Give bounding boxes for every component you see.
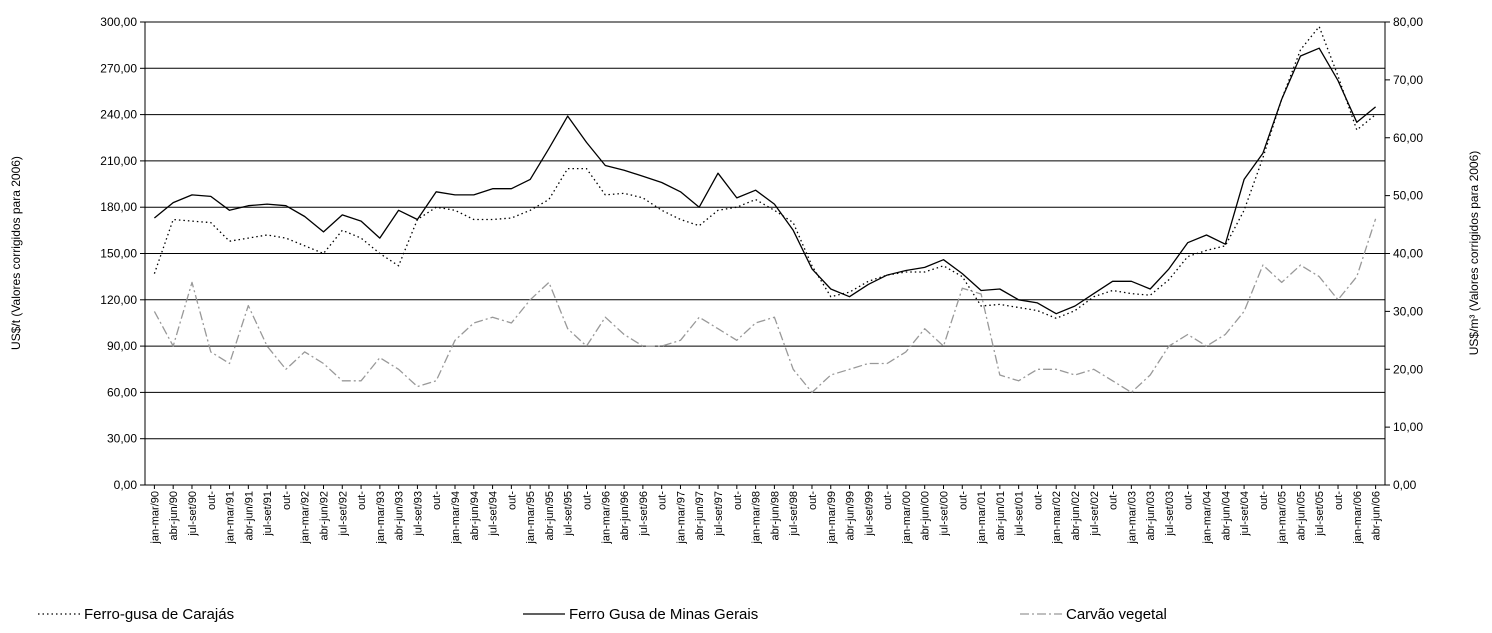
x-tick-label: out- (1258, 491, 1270, 510)
y-tick-label: 240,00 (100, 108, 137, 122)
x-tick-label: jan-mar/96 (600, 491, 612, 545)
x-tick-label: abr-jun/93 (394, 491, 406, 541)
x-tick-label: jan-mar/01 (976, 491, 988, 545)
x-tick-label: abr-jun/91 (243, 491, 255, 541)
x-tick-label: jul-set/02 (1089, 491, 1101, 537)
x-tick-label: jul-set/91 (262, 491, 274, 537)
x-tick-label: out- (356, 491, 368, 510)
x-tick-label: abr-jun/06 (1371, 491, 1383, 541)
x-tick-label: jul-set/99 (863, 491, 875, 537)
y-tick-label: 0,00 (114, 478, 138, 492)
x-tick-label: out- (506, 491, 518, 510)
x-tick-label: out- (1183, 491, 1195, 510)
x-tick-label: jul-set/01 (1014, 491, 1026, 537)
x-tick-label: abr-jun/00 (920, 491, 932, 541)
y-tick-label: 210,00 (100, 154, 137, 168)
x-tick-label: out- (1108, 491, 1120, 510)
y-tick-label: 30,00 (107, 432, 137, 446)
series-line (153, 218, 1377, 394)
x-tick-label: abr-jun/02 (1070, 491, 1082, 541)
series-line (153, 47, 1377, 315)
x-tick-label: out- (957, 491, 969, 510)
x-tick-label: jul-set/90 (187, 491, 199, 537)
x-tick-label: jul-set/92 (337, 491, 349, 537)
x-tick-label: jul-set/98 (788, 491, 800, 537)
x-tick-label: abr-jun/04 (1220, 491, 1232, 541)
x-tick-label: out- (206, 491, 218, 510)
x-tick-label: out- (431, 491, 443, 510)
y-tick-label: 300,00 (100, 15, 137, 29)
x-tick-label: abr-jun/99 (845, 491, 857, 541)
x-tick-label: jul-set/04 (1239, 491, 1251, 537)
x-tick-label: abr-jun/98 (769, 491, 781, 541)
y2-axis-title: US$/m³ (Valores corrigidos para 2006) (1467, 151, 1481, 356)
x-tick-label: abr-jun/97 (694, 491, 706, 541)
y2-tick-label: 70,00 (1393, 73, 1423, 87)
x-tick-label: out- (1333, 491, 1345, 510)
x-tick-label: abr-jun/03 (1145, 491, 1157, 541)
x-tick-label: jul-set/00 (938, 491, 950, 537)
y2-tick-label: 20,00 (1393, 362, 1423, 376)
x-tick-label: jan-mar/95 (525, 491, 537, 545)
x-tick-label: jan-mar/91 (225, 491, 237, 545)
y2-tick-label: 0,00 (1393, 478, 1417, 492)
x-tick-label: jan-mar/00 (901, 491, 913, 545)
x-tick-label: jan-mar/97 (675, 491, 687, 545)
x-tick-label: jul-set/96 (638, 491, 650, 537)
x-tick-label: out- (281, 491, 293, 510)
y2-tick-label: 10,00 (1393, 420, 1423, 434)
x-tick-label: out- (807, 491, 819, 510)
x-tick-label: out- (1032, 491, 1044, 510)
legend-label: Carvão vegetal (1066, 606, 1167, 623)
x-tick-label: jul-set/93 (412, 491, 424, 537)
x-tick-label: jul-set/05 (1314, 491, 1326, 537)
x-tick-label: out- (732, 491, 744, 510)
y-tick-label: 180,00 (100, 200, 137, 214)
x-tick-label: abr-jun/92 (318, 491, 330, 541)
x-tick-label: abr-jun/95 (544, 491, 556, 541)
x-tick-label: jul-set/94 (488, 491, 500, 537)
y2-tick-label: 60,00 (1393, 131, 1423, 145)
x-tick-label: abr-jun/05 (1295, 491, 1307, 541)
x-tick-label: abr-jun/94 (469, 491, 481, 541)
x-tick-label: out- (882, 491, 894, 510)
y-tick-label: 120,00 (100, 293, 137, 307)
y2-tick-label: 80,00 (1393, 15, 1423, 29)
y2-tick-label: 40,00 (1393, 247, 1423, 261)
x-tick-label: abr-jun/96 (619, 491, 631, 541)
x-tick-label: out- (657, 491, 669, 510)
x-tick-label: jan-mar/02 (1051, 491, 1063, 545)
x-tick-label: jan-mar/94 (450, 491, 462, 545)
y2-tick-label: 30,00 (1393, 304, 1423, 318)
y-tick-label: 270,00 (100, 61, 137, 75)
x-tick-label: out- (582, 491, 594, 510)
x-tick-label: jan-mar/92 (300, 491, 312, 545)
x-tick-label: jul-set/03 (1164, 491, 1176, 537)
x-tick-label: jan-mar/98 (751, 491, 763, 545)
x-tick-label: jul-set/97 (713, 491, 725, 537)
y-tick-label: 90,00 (107, 339, 137, 353)
y-axis-title: US$/t (Valores corrigidos para 2006) (9, 156, 23, 350)
x-tick-label: jan-mar/05 (1277, 491, 1289, 545)
y-tick-label: 60,00 (107, 385, 137, 399)
y2-tick-label: 50,00 (1393, 189, 1423, 203)
series-line (153, 25, 1377, 319)
x-tick-label: jan-mar/99 (826, 491, 838, 545)
x-tick-label: abr-jun/90 (168, 491, 180, 541)
x-tick-label: jan-mar/93 (375, 491, 387, 545)
plot-frame (144, 21, 1386, 486)
legend-label: Ferro Gusa de Minas Gerais (569, 606, 758, 623)
y-tick-label: 150,00 (100, 247, 137, 261)
x-tick-label: jan-mar/03 (1126, 491, 1138, 545)
legend-label: Ferro-gusa de Carajás (84, 606, 234, 623)
x-tick-label: jan-mar/04 (1202, 491, 1214, 545)
x-tick-label: jan-mar/90 (149, 491, 161, 545)
x-tick-label: jul-set/95 (563, 491, 575, 537)
x-tick-label: jan-mar/06 (1352, 491, 1364, 545)
x-tick-label: abr-jun/01 (995, 491, 1007, 541)
